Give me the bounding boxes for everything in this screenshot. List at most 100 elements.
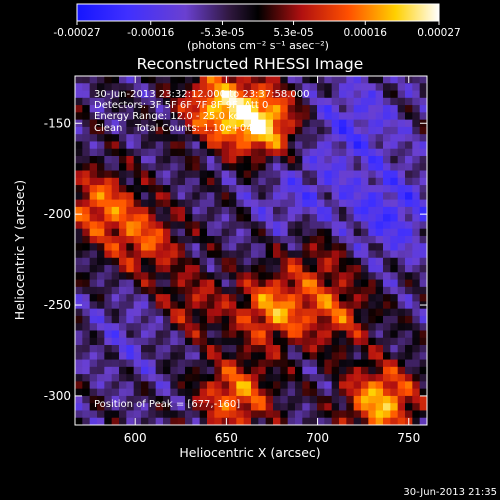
heatmap-cell — [405, 97, 413, 106]
heatmap-cell — [229, 235, 237, 244]
heatmap-cell — [346, 308, 355, 317]
heatmap-cell — [368, 155, 377, 164]
heatmap-cell — [287, 359, 296, 368]
heatmap-cell — [170, 155, 179, 164]
heatmap-cell — [185, 308, 193, 317]
heatmap-cell — [383, 308, 391, 317]
heatmap-cell — [199, 177, 208, 186]
heatmap-cell — [214, 388, 223, 397]
heatmap-cell — [177, 417, 186, 426]
heatmap-cell — [97, 286, 105, 295]
heatmap-cell — [280, 177, 289, 186]
heatmap-cell — [397, 112, 406, 121]
heatmap-cell — [214, 315, 223, 324]
heatmap-cell — [207, 301, 215, 310]
heatmap-cell — [280, 97, 289, 106]
heatmap-cell — [192, 119, 201, 128]
heatmap-cell — [346, 243, 355, 251]
heatmap-cell — [405, 410, 413, 419]
heatmap-cell — [199, 170, 208, 179]
heatmap-cell — [126, 279, 135, 288]
heatmap-cell — [104, 97, 113, 106]
heatmap-cell — [331, 155, 340, 164]
heatmap-cell — [133, 315, 142, 324]
heatmap-cell — [163, 286, 171, 295]
heatmap-cell — [280, 366, 289, 375]
heatmap-cell — [133, 83, 142, 91]
heatmap-cell — [353, 76, 362, 84]
heatmap-cell — [133, 395, 142, 404]
heatmap-cell — [317, 192, 325, 200]
heatmap-cell — [273, 235, 281, 244]
heatmap-cell — [177, 134, 186, 142]
heatmap-cell — [185, 286, 193, 295]
heatmap-cell — [229, 177, 237, 186]
heatmap-cell — [207, 221, 215, 230]
footer-timestamp: 30-Jun-2013 21:35 — [403, 487, 497, 498]
heatmap-cell — [287, 155, 296, 164]
heatmap-cell — [163, 126, 171, 135]
heatmap-cell — [412, 97, 421, 106]
heatmap-cell — [236, 155, 245, 164]
heatmap-cell — [353, 279, 362, 288]
heatmap-cell — [412, 221, 421, 230]
heatmap-cell — [258, 185, 267, 193]
heatmap-cell — [339, 185, 347, 193]
heatmap-cell — [302, 163, 311, 171]
heatmap-cell — [170, 395, 179, 404]
heatmap-cell — [177, 257, 186, 266]
heatmap-cell — [221, 206, 230, 215]
heatmap-cell — [221, 250, 230, 259]
heatmap-cell — [353, 134, 362, 142]
heatmap-cell — [287, 374, 296, 382]
heatmap-cell — [375, 294, 384, 302]
heatmap-cell — [397, 352, 406, 360]
heatmap-cell — [273, 90, 281, 99]
heatmap-cell — [97, 250, 105, 259]
heatmap-cell — [177, 366, 186, 375]
heatmap-cell — [148, 141, 157, 150]
heatmap-cell — [126, 134, 135, 142]
heatmap-cell — [97, 76, 105, 84]
heatmap-cell — [412, 76, 421, 84]
heatmap-cell — [317, 337, 325, 346]
heatmap-cell — [133, 243, 142, 251]
heatmap-cell — [126, 294, 135, 302]
heatmap-cell — [368, 323, 377, 331]
heatmap-cell — [133, 76, 142, 84]
heatmap-cell — [155, 352, 164, 360]
heatmap-cell — [302, 228, 311, 237]
heatmap-cell — [324, 265, 333, 273]
heatmap-cell — [75, 148, 83, 157]
heatmap-cell — [89, 83, 98, 91]
heatmap-cell — [317, 76, 325, 84]
heatmap-cell — [375, 141, 384, 150]
heatmap-cell — [287, 330, 296, 339]
heatmap-cell — [148, 410, 157, 419]
heatmap-cell — [361, 315, 369, 324]
heatmap-cell — [251, 185, 259, 193]
heatmap-cell — [317, 366, 325, 375]
heatmap-cell — [236, 97, 245, 106]
heatmap-cell — [295, 315, 303, 324]
heatmap-cell — [133, 323, 142, 331]
heatmap-cell — [111, 155, 120, 164]
heatmap-cell — [317, 221, 325, 230]
heatmap-cell — [397, 163, 406, 171]
heatmap-cell — [148, 112, 157, 121]
heatmap-cell — [309, 155, 318, 164]
heatmap-cell — [339, 228, 347, 237]
heatmap-cell — [280, 112, 289, 121]
heatmap-cell — [170, 250, 179, 259]
heatmap-cell — [346, 148, 355, 157]
heatmap-cell — [383, 155, 391, 164]
heatmap-cell — [229, 417, 237, 426]
heatmap-cell — [397, 345, 406, 353]
heatmap-cell — [236, 403, 245, 411]
colorbar-tick-label: 5.3e-05 — [273, 27, 313, 39]
heatmap-cell — [361, 417, 369, 426]
heatmap-cell — [170, 286, 179, 295]
heatmap-cell — [185, 97, 193, 106]
heatmap-cell — [397, 221, 406, 230]
heatmap-cell — [331, 134, 340, 142]
